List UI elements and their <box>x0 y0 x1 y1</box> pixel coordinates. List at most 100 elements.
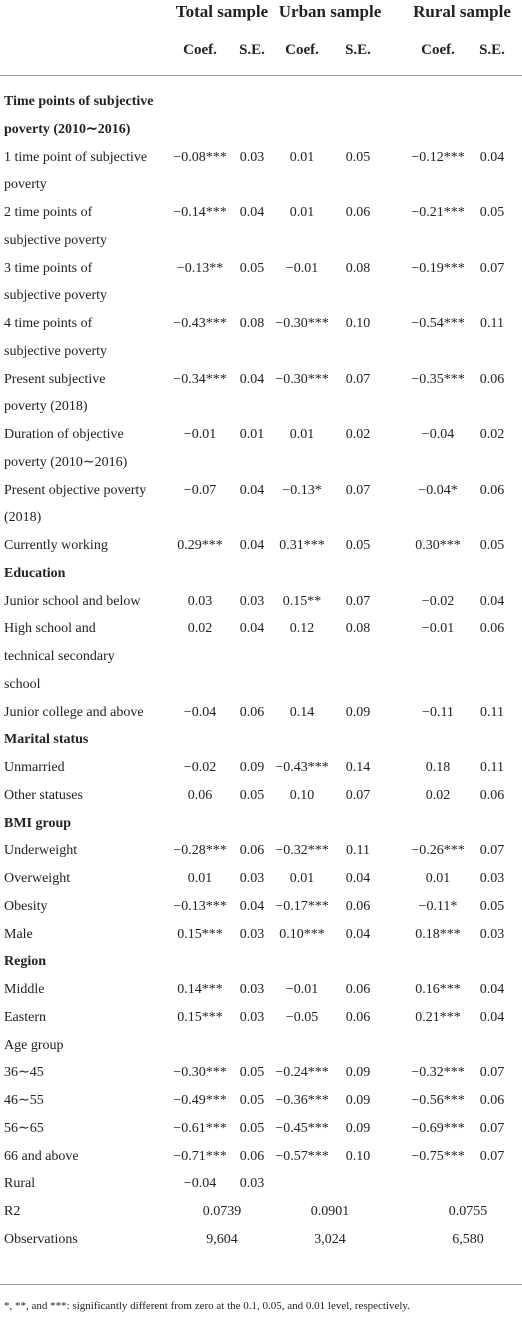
row-label: Male <box>4 926 33 942</box>
cell: 0.09 <box>345 1120 371 1136</box>
cell: −0.32*** <box>275 843 329 859</box>
cell: 0.08 <box>345 621 371 637</box>
row-label: 2 time points of <box>4 205 93 220</box>
cell: −0.01 <box>285 260 319 276</box>
cell: −0.17*** <box>275 898 329 914</box>
row-label: subjective poverty <box>4 343 108 359</box>
cell: −0.56*** <box>411 1093 465 1108</box>
row-label: Duration of objective <box>4 427 124 442</box>
row-label: High school and <box>4 621 96 637</box>
cell: 0.11 <box>480 704 504 720</box>
cell: −0.02 <box>183 760 217 775</box>
cell: 0.01 <box>289 205 315 220</box>
cell: 0.0901 <box>310 1204 350 1219</box>
row-label: 36∼45 <box>4 1065 44 1081</box>
cell: −0.13*** <box>173 898 227 914</box>
row-label: 4 time points of <box>4 316 93 331</box>
row-label: Underweight <box>4 843 78 859</box>
cell: 0.14 <box>345 760 371 775</box>
cell: 0.06 <box>479 787 505 803</box>
cell: 0.11 <box>480 316 504 331</box>
row-label: subjective poverty <box>4 232 108 248</box>
row-label: poverty (2018) <box>4 399 88 415</box>
cell: 0.04 <box>479 1009 505 1025</box>
cell: −0.11 <box>422 704 454 720</box>
cell: 0.10*** <box>279 926 325 942</box>
row-label: Overweight <box>4 871 71 886</box>
cell: 0.02 <box>425 787 451 803</box>
cell: 0.05 <box>479 898 505 914</box>
footnote: *, **, and ***: significantly different … <box>4 1300 410 1312</box>
row-label: poverty (2010∼2016) <box>4 454 128 470</box>
cell: 0.05 <box>239 1093 265 1108</box>
cell: 0.06 <box>345 205 371 220</box>
cell: 0.04 <box>479 593 505 609</box>
cell: 9,604 <box>206 1231 238 1247</box>
cell: 0.07 <box>479 260 505 276</box>
row-label: Junior college and above <box>4 704 144 720</box>
cell: 0.04 <box>239 898 265 914</box>
column-header: S.E. <box>345 42 371 58</box>
cell: 0.06 <box>239 704 265 720</box>
row-label: Junior school and below <box>4 593 141 609</box>
row-label: (2018) <box>4 510 42 526</box>
group-header: Rural sample <box>413 2 511 21</box>
cell: −0.04 <box>183 704 217 720</box>
cell: 0.07 <box>479 1148 505 1164</box>
cell: −0.32*** <box>411 1065 465 1081</box>
cell: 0.07 <box>345 371 371 387</box>
cell: 0.07 <box>479 843 505 859</box>
cell: 0.0755 <box>448 1204 488 1219</box>
cell: 0.07 <box>479 1120 505 1136</box>
cell: −0.69*** <box>411 1120 465 1136</box>
cell: 0.06 <box>479 482 505 498</box>
row-label: Rural <box>4 1176 36 1192</box>
cell: 0.05 <box>479 205 505 220</box>
cell: −0.07 <box>183 482 217 498</box>
section-heading: poverty (2010∼2016) <box>4 121 131 137</box>
cell: 0.07 <box>345 593 371 609</box>
row-label: 46∼55 <box>4 1093 44 1108</box>
cell: 0.01 <box>289 149 315 165</box>
cell: 0.03 <box>239 1176 265 1192</box>
cell: 0.04 <box>479 149 505 165</box>
row-label: 66 and above <box>4 1148 79 1164</box>
cell: 0.06 <box>239 1148 265 1164</box>
row-label: 56∼65 <box>4 1120 44 1136</box>
cell: 0.04 <box>239 621 265 637</box>
section-heading: BMI group <box>4 815 72 831</box>
cell: −0.13* <box>282 482 322 498</box>
cell: 0.01 <box>239 427 265 442</box>
cell: −0.26*** <box>411 843 465 859</box>
cell: 0.07 <box>479 1065 505 1081</box>
rule <box>0 1284 522 1285</box>
cell: 0.01 <box>187 871 213 886</box>
row-label: Present subjective <box>4 371 106 387</box>
cell: −0.36*** <box>275 1093 329 1108</box>
column-header: S.E. <box>479 42 505 58</box>
row-label: R2 <box>4 1204 21 1219</box>
cell: 0.04 <box>345 926 371 942</box>
cell: 0.06 <box>479 621 505 637</box>
row-label: Age group <box>4 1037 64 1053</box>
cell: 0.21*** <box>415 1009 461 1025</box>
row-label: Middle <box>4 982 45 997</box>
cell: 0.01 <box>289 871 315 886</box>
cell: −0.35*** <box>411 371 465 387</box>
cell: 0.09 <box>345 704 371 720</box>
cell: −0.28*** <box>173 843 227 859</box>
row-label: Unmarried <box>4 760 65 775</box>
cell: 0.11 <box>480 760 504 775</box>
cell: −0.02 <box>421 593 455 609</box>
cell: 0.05 <box>345 538 371 553</box>
cell: 0.06 <box>345 898 371 914</box>
cell: −0.19*** <box>411 260 465 276</box>
column-header: Coef. <box>421 42 455 58</box>
row-label: Present objective poverty <box>4 482 147 498</box>
column-header: Coef. <box>285 42 319 58</box>
cell: 0.03 <box>479 926 505 942</box>
cell: 0.05 <box>479 538 505 553</box>
cell: 0.06 <box>187 787 213 803</box>
section-heading: Marital status <box>4 732 89 748</box>
cell: 0.31*** <box>279 538 325 553</box>
